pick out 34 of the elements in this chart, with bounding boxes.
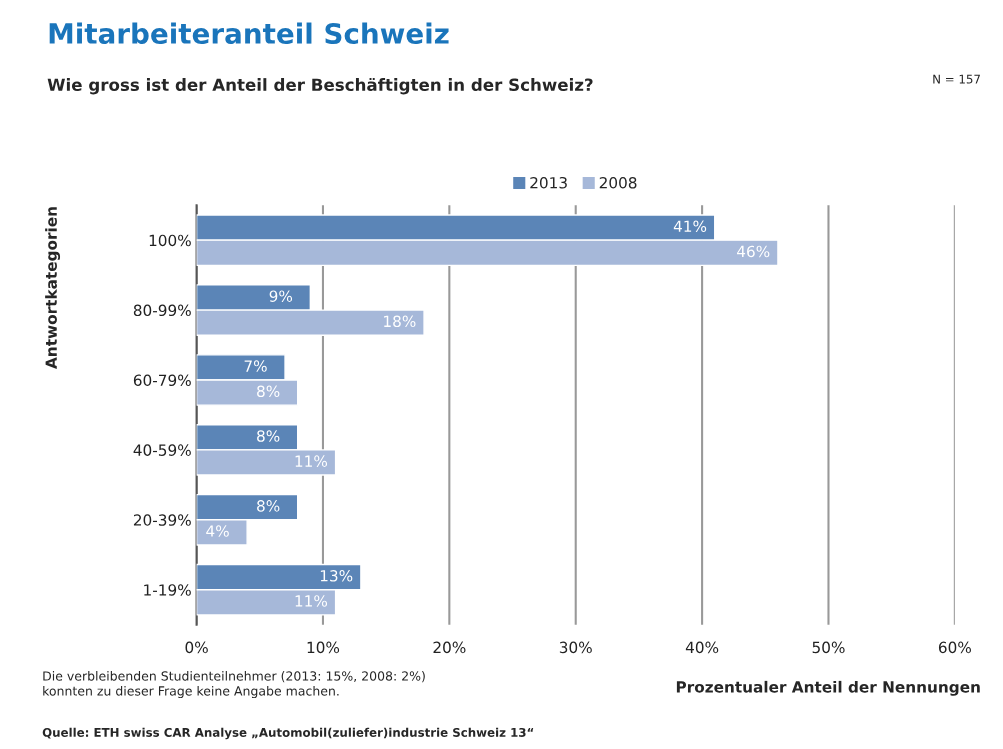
y-tick-label: 40-59% <box>133 444 191 456</box>
data-label: 41% <box>673 220 707 233</box>
x-tick-label: 60% <box>938 641 971 654</box>
data-label: 46% <box>737 245 770 258</box>
data-label: 11% <box>295 595 328 607</box>
chart-subtitle: Wie gross ist der Anteil der Beschäftigten in der Schweiz? <box>47 77 593 95</box>
y-tick-label: 20-39% <box>133 514 191 526</box>
chart-title: Mitarbeiteranteil Schweiz <box>49 22 449 45</box>
x-tick-label: 10% <box>307 641 340 654</box>
data-label: 8% <box>257 430 280 442</box>
data-label: 8% <box>257 385 280 398</box>
legend-label: 2008 <box>599 176 637 189</box>
text: N = 157 <box>933 74 980 84</box>
y-axis-title: Antwortkategorien <box>45 207 61 369</box>
source-note: Quelle: ETH swiss CAR Analyse „Automobil(zuliefer)industrie Schweiz 13“ <box>42 727 534 740</box>
text: Die verbleibenden Studienteilnehmer (2013: 15%, 2008: 2%) konnten zu dieser Frage keine Angabe machen. <box>43 671 425 699</box>
data-label: 7% <box>244 360 267 372</box>
y-tick-label: 1-19% <box>144 584 191 596</box>
x-tick-label: 0% <box>185 641 208 654</box>
x-tick-label: 30% <box>559 641 592 654</box>
data-label: 4% <box>206 525 229 537</box>
x-tick-label: 50% <box>812 641 845 654</box>
y-tick-label: 80-99% <box>133 304 191 317</box>
y-tick-label: 100% <box>149 234 191 247</box>
legend-label: 2013 <box>530 176 567 189</box>
x-tick-label: 40% <box>685 641 719 654</box>
data-label: 9% <box>269 290 293 302</box>
y-tick-label: 60-79% <box>133 374 191 387</box>
x-axis-title: Prozentualer Anteil der Nennungen <box>676 680 980 696</box>
data-label: 11% <box>295 455 328 467</box>
data-label: 18% <box>384 315 416 328</box>
data-label: 13% <box>320 570 353 582</box>
data-label: 8% <box>257 500 280 512</box>
x-tick-label: 20% <box>433 641 466 654</box>
